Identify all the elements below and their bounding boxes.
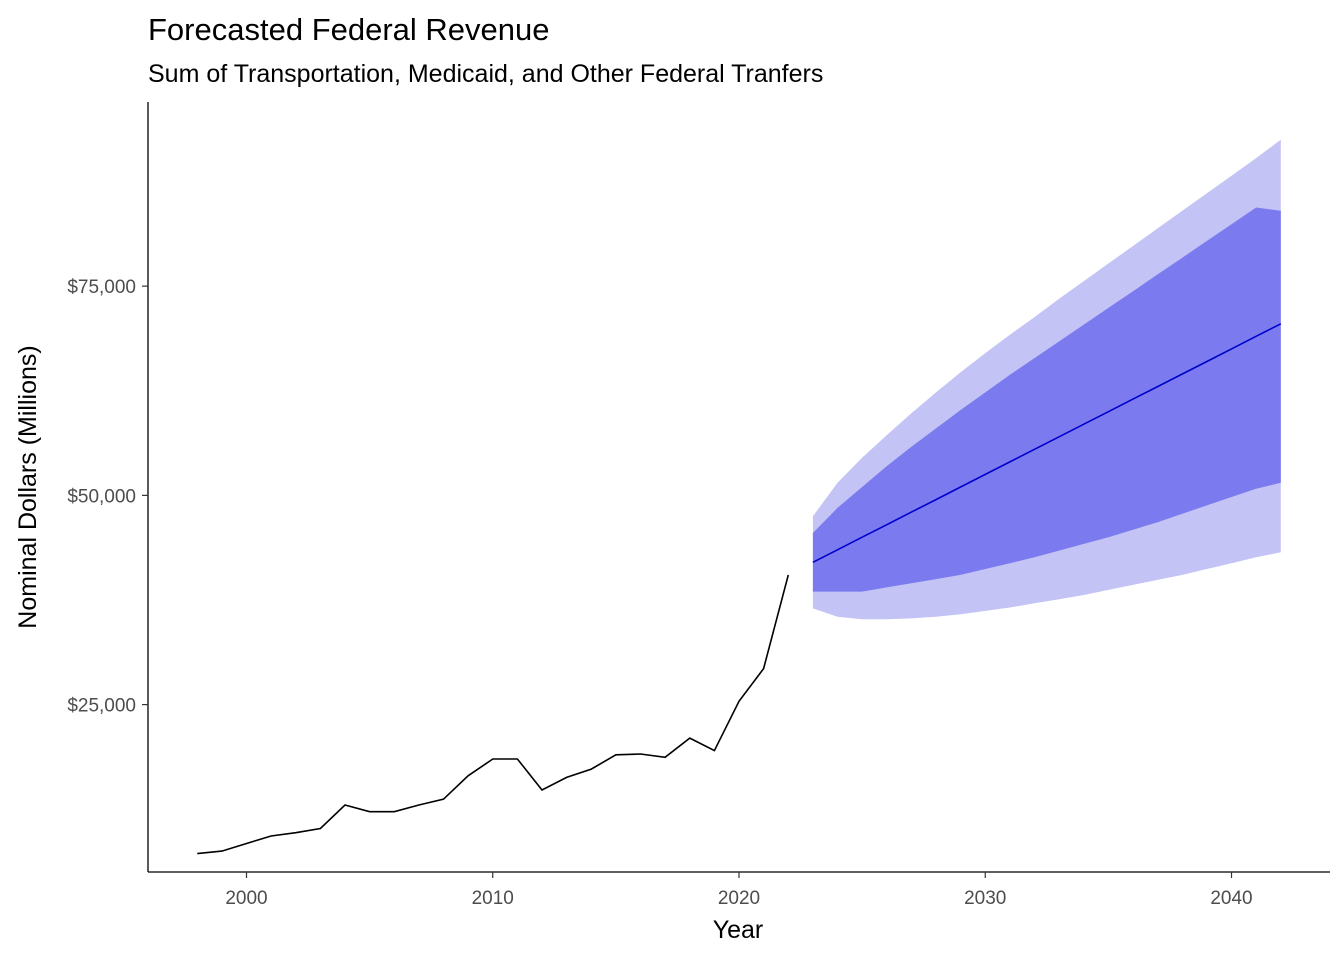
x-tick-label: 2020 (718, 888, 760, 909)
x-tick-label: 2040 (1210, 888, 1252, 909)
x-axis-ticks: 2000 2010 2020 2030 2040 (225, 872, 1253, 909)
forecast-bands (812, 139, 1281, 620)
forecast-mean-line (812, 323, 1282, 564)
y-tick-label: $25,000 (67, 696, 136, 717)
y-tick-label: $50,000 (67, 486, 136, 507)
x-tick-label: 2000 (225, 888, 267, 909)
x-axis-title: Year (713, 916, 764, 944)
history-line (197, 574, 790, 855)
chart-title: Forecasted Federal Revenue (148, 12, 550, 47)
y-axis-title: Nominal Dollars (Millions) (14, 345, 42, 628)
x-tick-label: 2010 (472, 888, 514, 909)
y-tick-label: $75,000 (67, 277, 136, 298)
chart-subtitle: Sum of Transportation, Medicaid, and Oth… (148, 60, 824, 88)
band-80-percent (812, 207, 1281, 592)
x-tick-label: 2030 (964, 888, 1006, 909)
series-lines (197, 323, 1282, 855)
y-axis-ticks: $25,000 $50,000 $75,000 (67, 277, 148, 717)
